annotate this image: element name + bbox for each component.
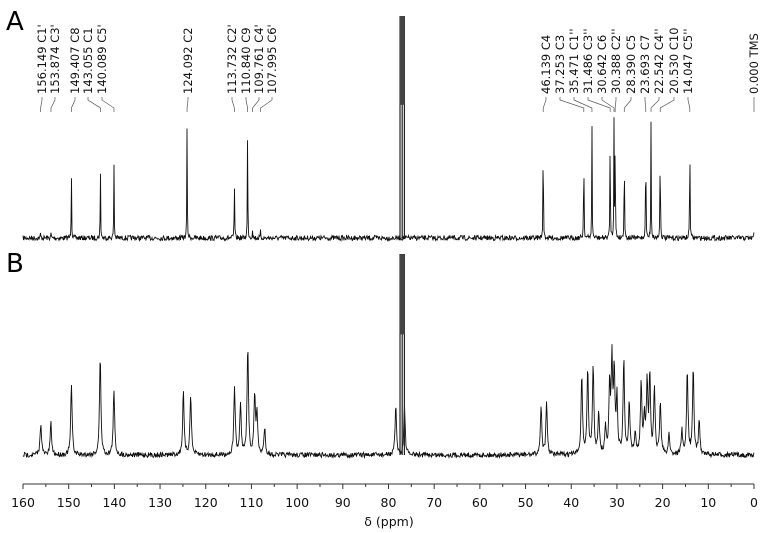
x-tick-label: 90 <box>335 495 351 510</box>
x-tick-label: 100 <box>285 495 309 510</box>
x-tick-label: 10 <box>700 495 716 510</box>
x-tick-label: 110 <box>240 495 264 510</box>
x-tick-label: 30 <box>609 495 625 510</box>
x-tick-label: 40 <box>563 495 579 510</box>
peak-label: 30.642 C6 <box>595 35 609 94</box>
peak-assignment-labels: 156.149 C1' 153.874 C3' 149.407 C8 143.055 … <box>35 24 761 112</box>
x-tick-label: 120 <box>194 495 218 510</box>
peak-label: 110.840 C9 <box>239 27 253 94</box>
peak-label: 0.000 TMS <box>747 33 761 94</box>
x-tick-label: 140 <box>102 495 126 510</box>
peak-label: 30.388 C2'' <box>609 28 623 94</box>
x-tick-label: 20 <box>655 495 671 510</box>
x-axis-title: δ (ppm) <box>364 514 413 529</box>
x-tick-label: 70 <box>426 495 442 510</box>
peak-label: 14.047 C5'' <box>681 28 695 94</box>
peak-label: 22.542 C4'' <box>652 28 666 94</box>
x-tick-label: 80 <box>381 495 397 510</box>
x-tick-label: 0 <box>750 495 758 510</box>
x-tick-label: 160 <box>11 495 35 510</box>
panel-b-label: B <box>6 249 24 279</box>
spectrum-b <box>22 254 755 460</box>
peak-label: 153.874 C3' <box>48 24 62 94</box>
x-tick-label: 130 <box>148 495 172 510</box>
peak-label: 107.995 C6' <box>265 24 279 94</box>
peak-label: 156.149 C1' <box>35 24 49 94</box>
peak-label: 113.732 C2' <box>225 24 239 94</box>
peak-label: 31.486 C3'' <box>581 28 595 94</box>
peak-label: 140.089 C5' <box>95 24 109 94</box>
panel-a-label: A <box>6 7 24 37</box>
spectrum-a <box>22 16 755 243</box>
peak-label: 124.092 C2 <box>181 27 195 94</box>
x-tick-label: 50 <box>518 495 534 510</box>
peak-label: 109.761 C4' <box>252 24 266 94</box>
x-axis: 160 150 140 130 120 110 100 90 80 70 60 50 40 30 20 10 0 <box>11 483 758 510</box>
peak-label: 20.530 C10 <box>667 27 681 94</box>
x-tick-label: 60 <box>472 495 488 510</box>
peak-label: 149.407 C8 <box>68 27 82 94</box>
peak-label: 37.253 C3 <box>553 35 567 94</box>
peak-label: 143.055 C1 <box>81 27 95 94</box>
peak-label: 28.390 C5 <box>624 35 638 94</box>
peak-label: 35.471 C1'' <box>567 28 581 94</box>
peak-label: 23.693 C7 <box>638 35 652 94</box>
x-tick-label: 150 <box>57 495 81 510</box>
peak-label: 46.139 C4 <box>539 35 553 94</box>
